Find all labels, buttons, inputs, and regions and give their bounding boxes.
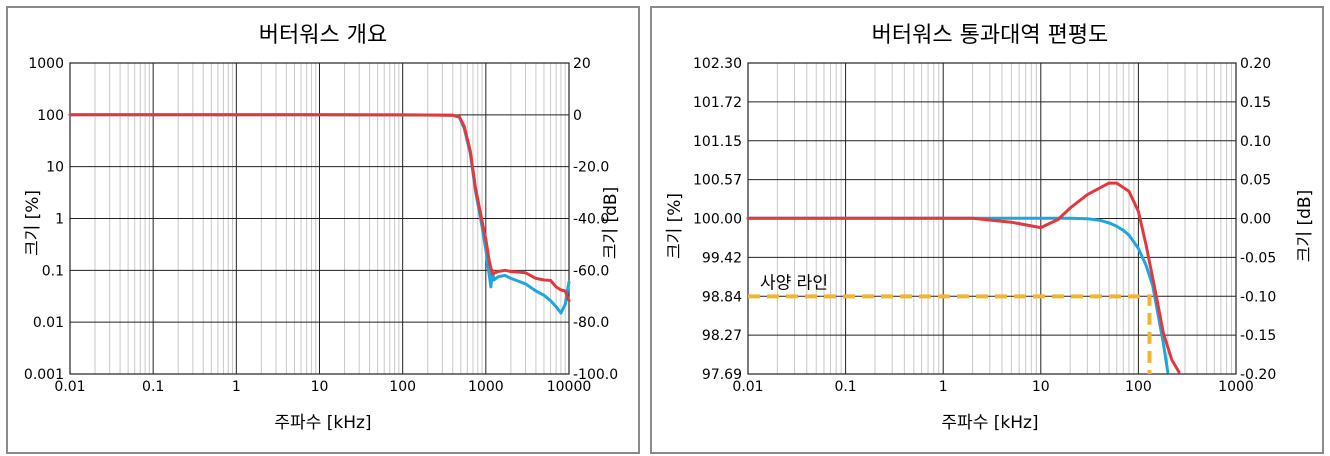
y-tick-label: 0.01 [33,315,64,331]
y2-tick-label: 0.05 [1240,173,1271,189]
y2-axis-label: 크기 [dB] [1295,190,1315,262]
x-tick-label: 0.01 [54,379,85,395]
y2-tick-label: -20.0 [573,160,609,176]
y-tick-label: 98.27 [702,328,742,344]
y2-axis-label: 크기 [dB] [601,187,621,259]
chart-title: 버터워스 통과대역 편평도 [872,23,1109,48]
passband-chart: 버터워스 통과대역 편평도 주파수 [kHz] 크기 [%] 크기 [dB] 0… [665,23,1315,433]
y-tick-label: 0.001 [24,367,64,383]
y2-tick-label: -0.10 [1240,289,1276,305]
plot-frame [69,62,570,375]
x-tick-label: 1 [232,379,241,395]
x-tick-label: 0.1 [834,379,856,395]
spec-line [748,294,1152,374]
x-tick-label: 10000 [547,379,592,395]
x-tick-label: 100 [1125,379,1152,395]
y-tick-label: 102.30 [693,56,742,72]
y-tick-label: 10 [46,160,64,176]
x-tick-label: 0.1 [142,379,164,395]
y2-tick-label: -0.05 [1240,250,1276,266]
x-tick-label: 1 [939,379,948,395]
y2-tick-label: -60.0 [573,263,609,279]
x-tick-label: 0.01 [732,379,763,395]
y-tick-label: 99.42 [702,250,742,266]
y-tick-label: 101.72 [693,95,742,111]
y2-tick-label: 0.20 [1240,56,1271,72]
x-axis-label: 주파수 [kHz] [941,413,1038,433]
y-tick-label: 101.15 [693,134,742,150]
x-tick-label: 10 [311,379,329,395]
y-axis-label: 크기 [%] [23,190,43,256]
x-axis-label: 주파수 [kHz] [274,413,371,433]
y-tick-label: 1 [55,212,64,228]
y-tick-label: 0.1 [42,263,64,279]
y2-tick-label: 0 [573,108,582,124]
y2-tick-label: 0.10 [1240,134,1271,150]
y2-tick-label: 20 [573,56,591,72]
y-tick-label: 1000 [28,56,64,72]
x-tick-label: 10 [1032,379,1050,395]
y2-tick-label: 0.00 [1240,212,1271,228]
series-line-0 [746,181,1181,374]
y2-tick-label: -0.20 [1240,367,1276,383]
y2-tick-label: -0.15 [1240,328,1276,344]
y2-tick-label: -40.0 [573,212,609,228]
chart-title: 버터워스 개요 [259,23,387,48]
y-axis-label: 크기 [%] [665,193,685,259]
y-tick-label: 98.84 [702,289,742,305]
overview-chart: 버터워스 개요 주파수 [kHz] 크기 [%] 크기 [dB] 0.01 0.1… [23,23,621,433]
y2-tick-label: -80.0 [573,315,609,331]
y-tick-label: 100 [37,108,64,124]
y-tick-label: 100.57 [693,173,742,189]
y2-tick-label: 0.15 [1240,95,1271,111]
spec-line-label: 사양 라인 [760,273,828,293]
series-line-0 [68,113,571,303]
chart-panel-overview: 버터워스 개요 주파수 [kHz] 크기 [%] 크기 [dB] 0.01 0.1… [6,6,640,454]
y-tick-label: 97.69 [702,367,742,383]
y2-tick-label: -100.0 [573,367,618,383]
y-tick-label: 100.00 [693,212,742,228]
x-tick-label: 100 [389,379,416,395]
chart-panel-passband: 버터워스 통과대역 편평도 주파수 [kHz] 크기 [%] 크기 [dB] 0… [650,6,1324,454]
x-tick-label: 1000 [468,379,504,395]
x-tick-label: 1000 [1218,379,1254,395]
